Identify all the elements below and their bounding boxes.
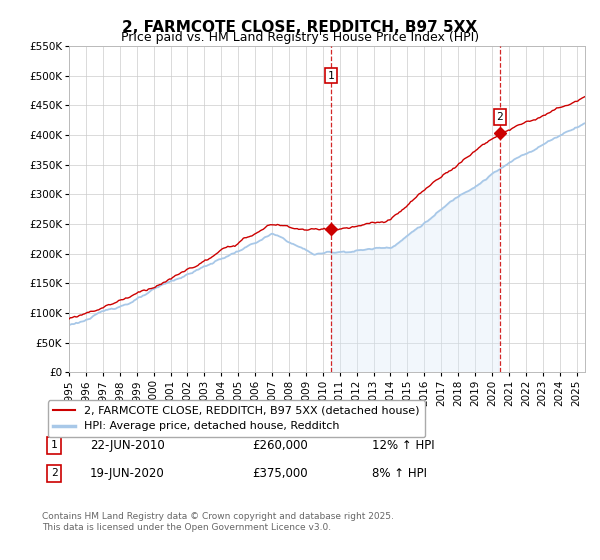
Text: 2: 2 <box>50 468 58 478</box>
Text: 2: 2 <box>497 112 503 122</box>
Text: 1: 1 <box>50 440 58 450</box>
Text: £375,000: £375,000 <box>252 466 308 480</box>
Text: Price paid vs. HM Land Registry's House Price Index (HPI): Price paid vs. HM Land Registry's House … <box>121 31 479 44</box>
Text: 19-JUN-2020: 19-JUN-2020 <box>90 466 165 480</box>
Text: 8% ↑ HPI: 8% ↑ HPI <box>372 466 427 480</box>
Text: 22-JUN-2010: 22-JUN-2010 <box>90 438 165 452</box>
Legend: 2, FARMCOTE CLOSE, REDDITCH, B97 5XX (detached house), HPI: Average price, detac: 2, FARMCOTE CLOSE, REDDITCH, B97 5XX (de… <box>47 400 425 437</box>
Text: 2, FARMCOTE CLOSE, REDDITCH, B97 5XX: 2, FARMCOTE CLOSE, REDDITCH, B97 5XX <box>122 20 478 35</box>
Text: Contains HM Land Registry data © Crown copyright and database right 2025.
This d: Contains HM Land Registry data © Crown c… <box>42 512 394 532</box>
Text: 1: 1 <box>328 71 334 81</box>
Text: 12% ↑ HPI: 12% ↑ HPI <box>372 438 434 452</box>
Text: £260,000: £260,000 <box>252 438 308 452</box>
